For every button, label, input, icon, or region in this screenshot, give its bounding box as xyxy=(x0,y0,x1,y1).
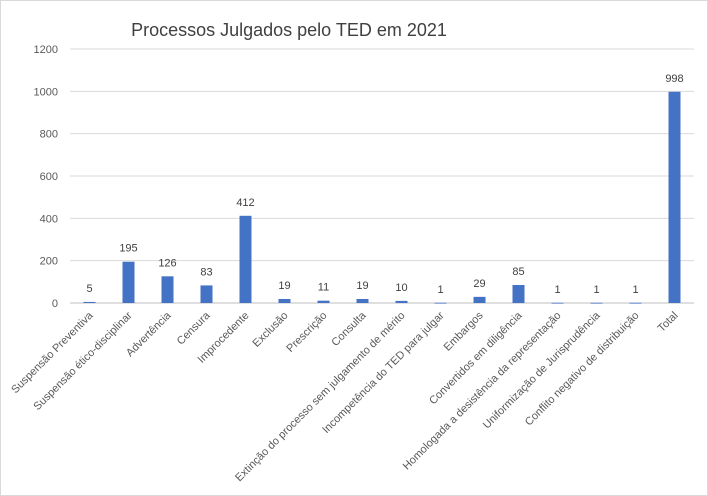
bar xyxy=(83,301,96,303)
bar xyxy=(122,261,135,303)
y-tick-label: 1000 xyxy=(34,86,58,98)
data-label: 126 xyxy=(158,257,176,269)
bar xyxy=(200,285,213,303)
gridlines xyxy=(70,48,694,304)
data-label: 11 xyxy=(318,282,329,294)
y-tick-label: 200 xyxy=(40,256,58,268)
bars xyxy=(83,91,681,304)
category-label: Exclusão xyxy=(251,310,291,350)
category-label: Consulta xyxy=(329,309,369,349)
data-label: 195 xyxy=(119,243,137,255)
bar xyxy=(668,91,681,303)
data-label: 19 xyxy=(278,280,290,292)
data-label: 412 xyxy=(236,197,254,209)
data-label: 85 xyxy=(512,266,524,278)
bar xyxy=(356,298,369,303)
bar xyxy=(512,285,525,303)
bar xyxy=(161,276,174,303)
data-label: 1 xyxy=(554,284,560,296)
y-tick-label: 400 xyxy=(40,213,58,225)
chart-title: Processos Julgados pelo TED em 2021 xyxy=(131,20,447,40)
bar xyxy=(278,298,291,303)
data-label: 1 xyxy=(593,284,599,296)
y-tick-label: 0 xyxy=(52,298,58,310)
bar xyxy=(317,300,330,303)
bar xyxy=(395,300,408,303)
data-label: 10 xyxy=(395,282,407,294)
bar xyxy=(239,215,252,303)
category-label: Prescrição xyxy=(284,310,329,355)
data-label: 998 xyxy=(665,73,683,85)
data-label: 1 xyxy=(632,284,638,296)
data-label: 29 xyxy=(473,278,485,290)
data-label: 83 xyxy=(200,266,212,278)
bar xyxy=(434,302,447,304)
data-label: 5 xyxy=(86,283,92,295)
bar xyxy=(473,296,486,303)
category-label: Censura xyxy=(175,309,214,348)
data-label: 19 xyxy=(356,280,368,292)
bar xyxy=(629,302,642,304)
y-tick-label: 600 xyxy=(40,171,58,183)
category-label: Total xyxy=(656,310,681,335)
y-tick-label: 800 xyxy=(40,129,58,141)
y-tick-label: 1200 xyxy=(34,44,58,56)
data-label: 1 xyxy=(437,284,443,296)
bar xyxy=(590,302,603,304)
bar xyxy=(551,302,564,304)
y-axis-ticks: 0 200 400 600 800 1000 1200 xyxy=(34,44,58,310)
